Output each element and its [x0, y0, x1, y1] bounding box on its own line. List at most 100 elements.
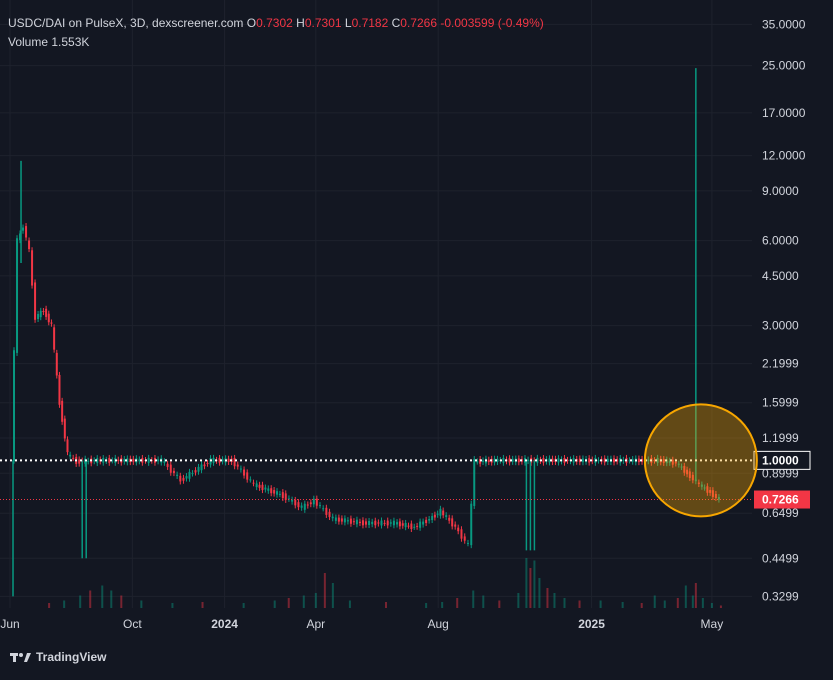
reference-label-box: [753, 450, 811, 470]
volume-bar: [710, 603, 713, 608]
tradingview-text: TradingView: [36, 650, 107, 664]
candle-body: [276, 491, 279, 495]
volume-bar: [201, 602, 204, 608]
candle-body: [656, 457, 659, 463]
y-tick-label: 9.0000: [762, 184, 799, 198]
volume-bar: [529, 568, 532, 608]
y-tick-label: 35.0000: [762, 17, 806, 31]
tradingview-logo[interactable]: TradingView: [10, 650, 106, 664]
candle-body: [653, 460, 656, 462]
x-tick-label: Oct: [123, 617, 142, 631]
candle-body: [496, 458, 499, 463]
candle-body: [221, 459, 224, 462]
candle-body: [706, 486, 709, 493]
candle-body: [185, 476, 188, 479]
candle-body: [470, 503, 473, 546]
candle-body: [368, 520, 371, 526]
candle-body: [349, 518, 352, 524]
candle-body: [239, 468, 242, 470]
y-tick-label: 0.4499: [762, 551, 799, 565]
candle-body: [132, 458, 135, 462]
candle-body: [711, 490, 714, 497]
candle-body: [581, 458, 584, 463]
candle-body: [527, 459, 530, 462]
candle-body: [508, 458, 511, 463]
volume-bar: [578, 600, 581, 608]
candle-body: [34, 282, 37, 320]
candle-body: [255, 483, 258, 488]
candle-body: [157, 459, 160, 462]
candle-body: [22, 227, 25, 231]
candle-body: [668, 460, 671, 463]
candle-body: [622, 459, 625, 461]
candle-body: [246, 472, 249, 480]
volume-bar: [79, 595, 82, 608]
candle-body: [72, 457, 75, 459]
volume-bar: [348, 600, 351, 608]
volume-bar: [331, 583, 334, 608]
y-tick-label: 0.3299: [762, 589, 799, 603]
volume-bar: [546, 588, 549, 608]
candle-body: [613, 458, 616, 463]
candle-body: [243, 469, 246, 476]
candle-body: [176, 474, 179, 476]
candle-body: [312, 498, 315, 505]
volume-bar: [101, 585, 104, 608]
candle-body: [166, 463, 169, 467]
candle-body: [273, 490, 276, 494]
candle-body: [281, 492, 284, 499]
highlight-ring: [643, 403, 758, 518]
volume-bar: [48, 603, 51, 608]
candle-body: [431, 516, 434, 520]
candle-body: [126, 458, 129, 463]
candle-body: [439, 508, 442, 516]
candle-body: [203, 464, 206, 467]
volume-bar: [563, 598, 566, 608]
volume-bar: [287, 598, 290, 608]
candle-body: [460, 529, 463, 539]
candle-body: [69, 454, 72, 457]
candle-body: [479, 459, 482, 464]
candle-body: [361, 520, 364, 526]
candle-body: [606, 458, 609, 462]
candle-body: [457, 527, 460, 532]
volume-label: Volume: [8, 35, 49, 49]
candle-body: [291, 499, 294, 502]
candle-body: [662, 459, 665, 463]
reference-label: 1.0000: [762, 453, 799, 467]
candle-body: [628, 460, 631, 462]
x-tick-label: Jun: [0, 617, 19, 631]
candle-body: [697, 482, 700, 484]
candle-body: [93, 460, 96, 462]
candle-body: [392, 520, 395, 526]
volume-layer: [48, 558, 722, 608]
candle-body: [306, 504, 309, 506]
high-label: H: [296, 16, 305, 30]
candle-body: [25, 226, 28, 238]
candle-body: [328, 511, 331, 517]
candle-body: [315, 498, 318, 506]
candle-body: [58, 374, 61, 405]
candle-body: [674, 461, 677, 464]
volume-bar: [314, 593, 317, 608]
volume-bar: [323, 573, 326, 608]
reference-lines: 1.0000 0.7266: [0, 450, 811, 509]
volume-bar: [63, 600, 66, 608]
candle-body: [117, 459, 120, 462]
candle-body: [454, 524, 457, 527]
candle-body: [482, 460, 485, 462]
candle-body: [287, 498, 290, 500]
volume-bar: [553, 593, 556, 608]
candle-body: [13, 350, 16, 461]
x-tick-label: 2025: [578, 617, 605, 631]
candle-body: [267, 488, 270, 491]
candle-body: [16, 238, 19, 353]
candle-body: [169, 464, 172, 473]
candle-body: [377, 522, 380, 524]
candle-body: [425, 519, 428, 524]
candle-body: [28, 240, 31, 250]
symbol-title: USDC/DAI on PulseX, 3D, dexscreener.com: [8, 16, 244, 30]
candle-body: [218, 458, 221, 463]
candle-body: [563, 458, 566, 463]
